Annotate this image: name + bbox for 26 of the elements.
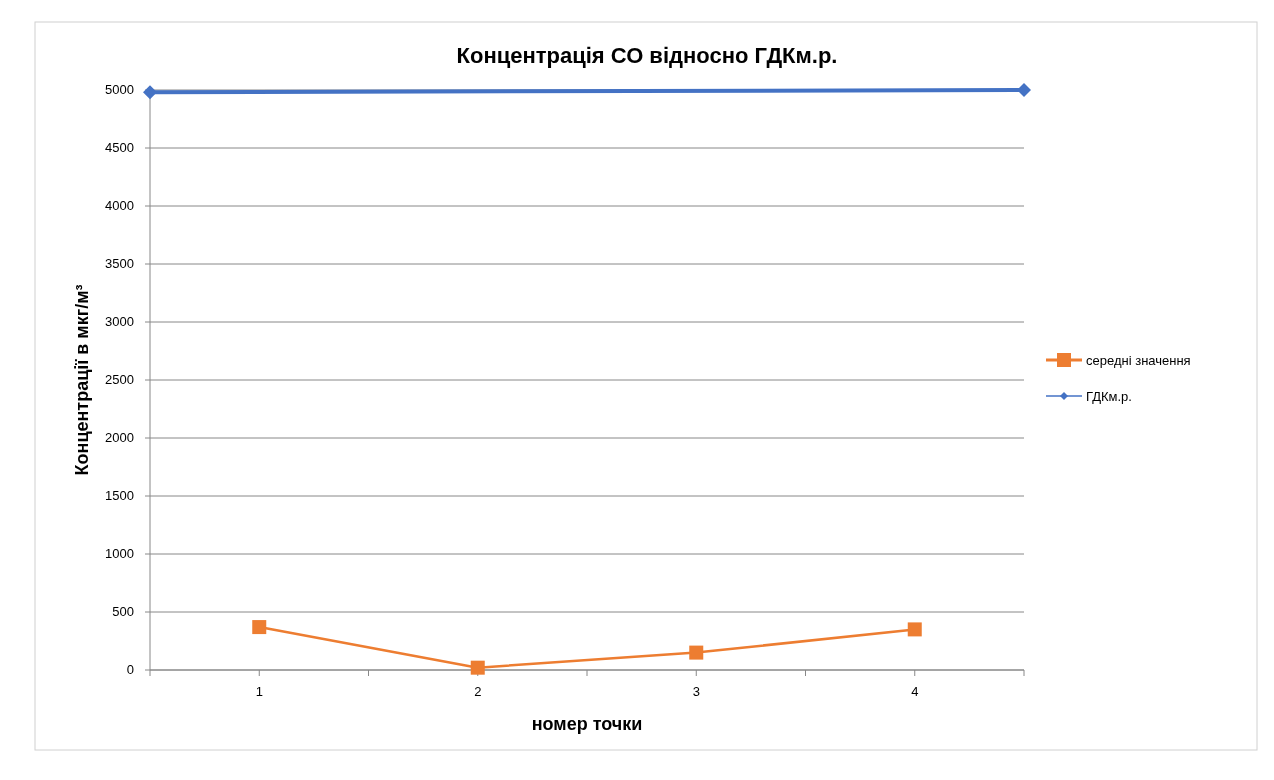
y-tick-label: 4500 — [105, 140, 134, 155]
y-tick-label: 4000 — [105, 198, 134, 213]
x-tick-label: 2 — [474, 684, 482, 699]
chart-title: Концентрація СО відносно ГДКм.р. — [456, 43, 838, 68]
x-tick-label: 4 — [911, 684, 919, 699]
point — [689, 645, 704, 660]
y-tick-label: 5000 — [105, 82, 134, 97]
point — [143, 85, 157, 100]
y-axis-title: Концентрації в мкг/м³ — [72, 284, 92, 476]
y-tick-label: 1000 — [105, 546, 134, 561]
point — [1017, 83, 1031, 97]
y-tick-label: 0 — [126, 662, 134, 677]
x-tick-label: 1 — [255, 684, 263, 699]
y-tick-label: 2000 — [105, 430, 134, 445]
legend-label: середні значення — [1086, 353, 1191, 368]
point — [470, 660, 485, 675]
legend-label: ГДКм.р. — [1086, 389, 1132, 404]
point — [252, 620, 267, 635]
y-tick-label: 2500 — [105, 372, 134, 387]
x-tick-label: 3 — [692, 684, 700, 699]
point — [907, 622, 922, 637]
y-tick-label: 500 — [112, 604, 134, 619]
y-tick-label: 3500 — [105, 256, 134, 271]
y-tick-label: 3000 — [105, 314, 134, 329]
y-tick-label: 1500 — [105, 488, 134, 503]
x-axis-title: номер точки — [531, 714, 643, 734]
